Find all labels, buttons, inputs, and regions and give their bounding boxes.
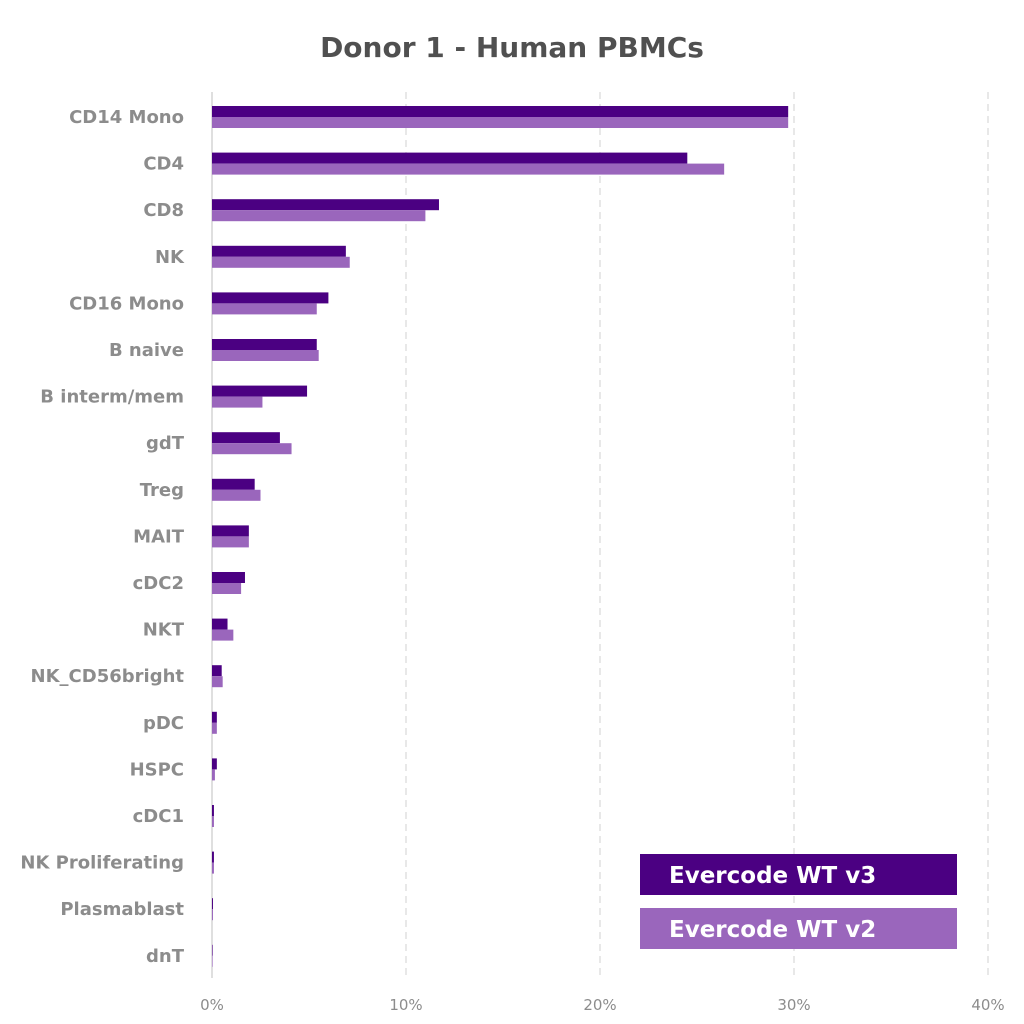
category-label: MAIT bbox=[133, 526, 185, 547]
bar-v2 bbox=[212, 629, 234, 641]
category-label: NKT bbox=[143, 620, 185, 641]
chart-title: Donor 1 - Human PBMCs bbox=[320, 31, 704, 64]
bar-v2 bbox=[212, 443, 292, 455]
bar-v2 bbox=[212, 862, 214, 874]
x-tick-label: 0% bbox=[200, 996, 224, 1014]
bar-v2 bbox=[212, 722, 217, 734]
category-label: B naive bbox=[109, 340, 184, 361]
bar-v2 bbox=[212, 583, 242, 594]
legend-swatch bbox=[640, 908, 957, 949]
bar-v3 bbox=[212, 152, 688, 164]
bar-v2 bbox=[212, 676, 223, 688]
category-label: dnT bbox=[146, 946, 185, 967]
bar-v2 bbox=[212, 256, 350, 268]
category-label: CD8 bbox=[143, 200, 184, 221]
bar-v2 bbox=[212, 536, 249, 548]
category-label: HSPC bbox=[130, 759, 184, 780]
category-label: NK bbox=[155, 247, 185, 268]
category-label: gdT bbox=[146, 433, 185, 454]
bar-v3 bbox=[212, 898, 213, 910]
bar-v3 bbox=[212, 572, 245, 583]
category-labels: CD14 Mono CD4 CD8 NK CD16 Mono B naive B inter… bbox=[20, 107, 185, 967]
bar-v3 bbox=[212, 199, 439, 211]
category-label: NK_CD56bright bbox=[31, 666, 185, 687]
bar-v2 bbox=[212, 489, 261, 501]
category-label: Plasmablast bbox=[60, 899, 184, 920]
bar-v3 bbox=[212, 711, 217, 723]
bar-v3 bbox=[212, 805, 214, 816]
legend-label: Evercode WT v3 bbox=[669, 863, 876, 889]
category-label: CD4 bbox=[143, 154, 184, 175]
legend: Evercode WT v3 Evercode WT v2 bbox=[640, 854, 957, 949]
bar-v3 bbox=[212, 478, 255, 490]
gridlines bbox=[211, 92, 989, 978]
bar-v3 bbox=[212, 245, 346, 257]
tick-labels: 0% 10% 20% 30% 40% bbox=[200, 996, 1005, 1014]
bar-v3 bbox=[212, 339, 317, 350]
bar-v2 bbox=[212, 117, 789, 128]
category-label: cDC2 bbox=[133, 573, 184, 594]
bar-v3 bbox=[212, 292, 329, 304]
category-label: CD16 Mono bbox=[69, 293, 184, 314]
bar-v2 bbox=[212, 303, 317, 315]
bar-v3 bbox=[212, 944, 213, 956]
bar-v2 bbox=[212, 396, 263, 408]
bar-v2 bbox=[212, 909, 213, 921]
bar-v2 bbox=[212, 816, 214, 827]
bar-v3 bbox=[212, 758, 217, 770]
x-tick-label: 10% bbox=[389, 996, 422, 1014]
category-label: B interm/mem bbox=[40, 387, 184, 408]
category-label: NK Proliferating bbox=[20, 853, 184, 874]
x-tick-label: 30% bbox=[777, 996, 810, 1014]
bar-v3 bbox=[212, 106, 789, 117]
bar-v2 bbox=[212, 163, 725, 175]
bar-v2 bbox=[212, 955, 213, 967]
bar-v3 bbox=[212, 385, 308, 397]
bar-v3 bbox=[212, 525, 249, 537]
legend-label: Evercode WT v2 bbox=[669, 917, 876, 943]
legend-swatch bbox=[640, 854, 957, 895]
bar-v3 bbox=[212, 665, 222, 677]
bar-v3 bbox=[212, 432, 280, 444]
bar-v2 bbox=[212, 769, 215, 781]
category-label: pDC bbox=[143, 713, 184, 734]
bar-v3 bbox=[212, 618, 228, 630]
category-label: CD14 Mono bbox=[69, 107, 184, 128]
bar-v3 bbox=[212, 851, 214, 863]
bars bbox=[212, 106, 789, 967]
category-label: Treg bbox=[140, 480, 184, 501]
x-tick-label: 20% bbox=[583, 996, 616, 1014]
bar-v2 bbox=[212, 210, 426, 222]
bar-v2 bbox=[212, 350, 319, 361]
x-tick-label: 40% bbox=[971, 996, 1004, 1014]
category-label: cDC1 bbox=[133, 806, 184, 827]
